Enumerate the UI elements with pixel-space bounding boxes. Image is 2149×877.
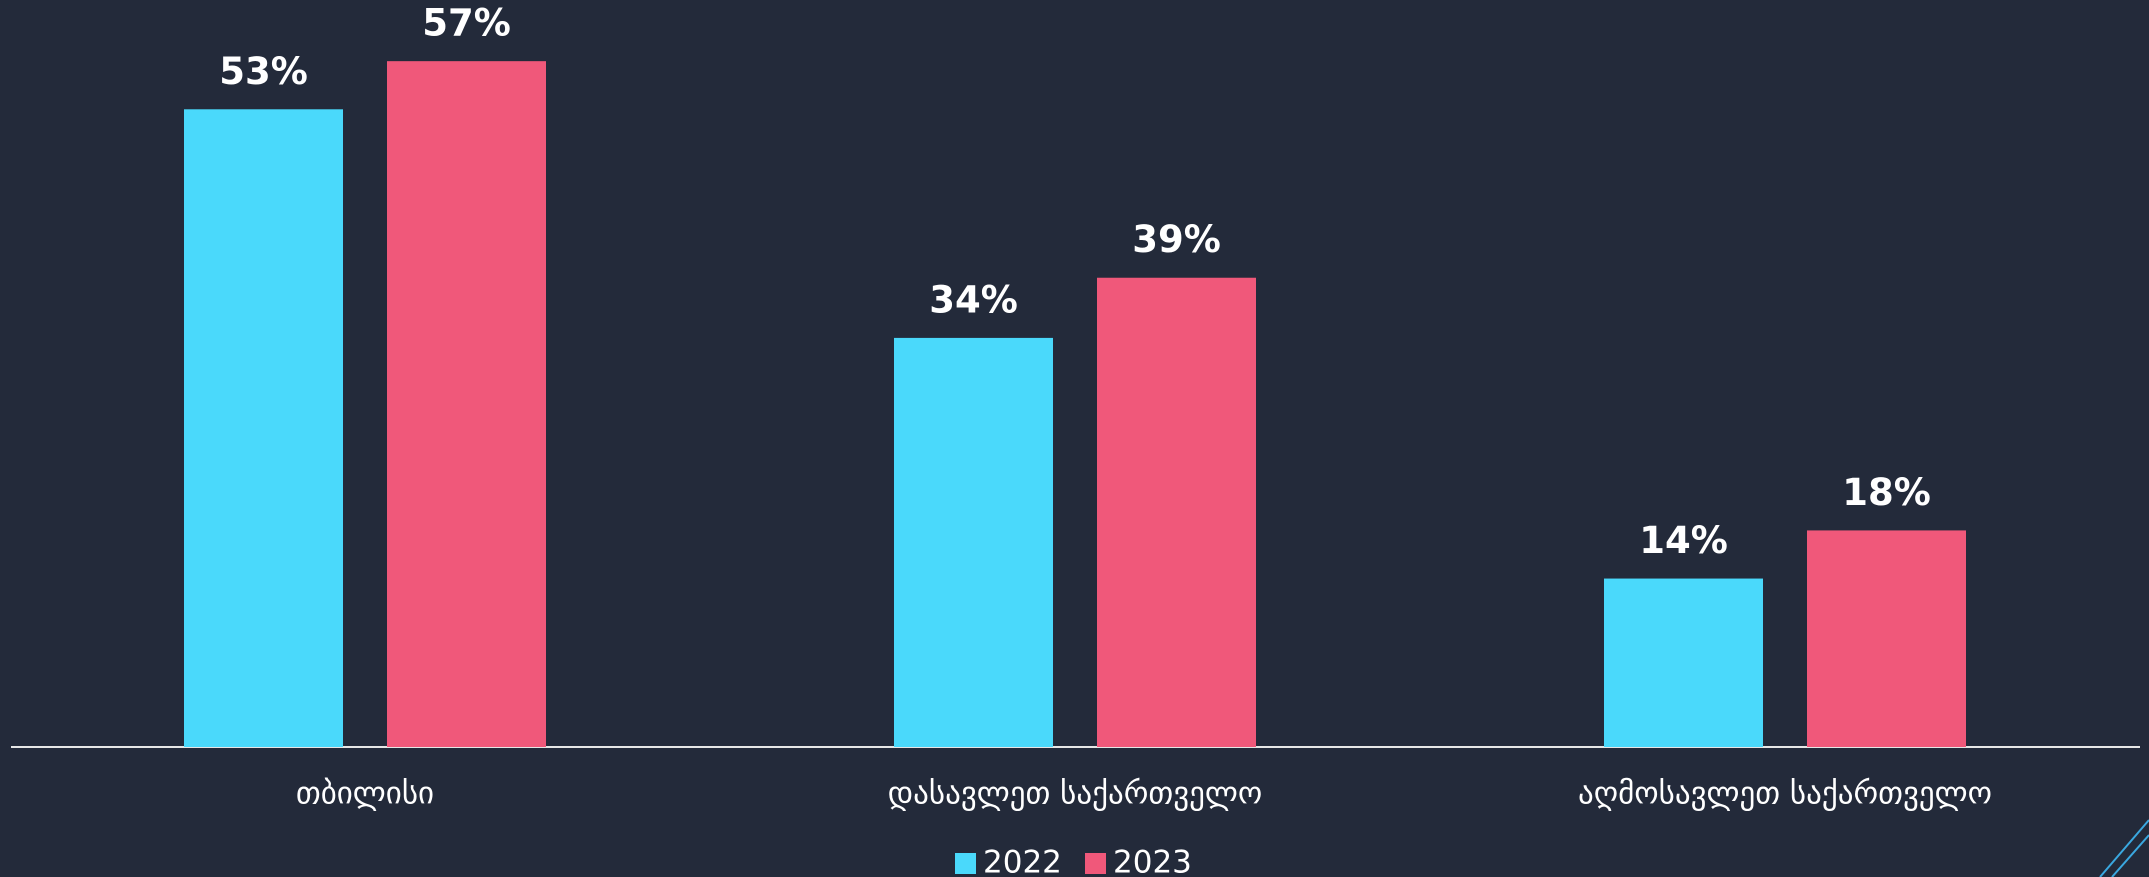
data-label: 57% <box>422 2 511 45</box>
data-label: 39% <box>1132 218 1221 261</box>
legend-swatch <box>955 853 976 874</box>
data-label: 34% <box>929 278 1018 321</box>
bar <box>1097 277 1256 747</box>
decoration <box>2099 819 2149 877</box>
data-label: 14% <box>1639 519 1728 562</box>
data-label: 53% <box>219 50 308 93</box>
legend-swatch <box>1085 853 1106 874</box>
data-label: 18% <box>1842 471 1931 514</box>
bar <box>184 109 343 747</box>
bar <box>387 61 546 747</box>
legend-label: 2023 <box>1113 845 1192 877</box>
bar <box>1604 578 1763 747</box>
x-tick-label: აღმოსავლეთ საქართველო <box>1578 776 1992 812</box>
x-tick-label: დასავლეთ საქართველო <box>888 776 1262 812</box>
x-tick-label: თბილისი <box>296 776 434 812</box>
bar <box>894 337 1053 747</box>
legend-label: 2022 <box>983 845 1062 877</box>
bar <box>1807 530 1966 747</box>
